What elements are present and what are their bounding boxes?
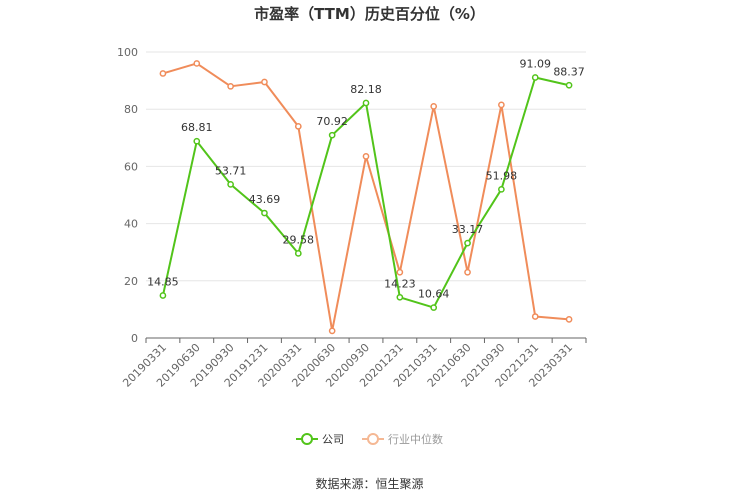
data-point — [464, 268, 471, 276]
y-tick-label: 40 — [124, 218, 138, 231]
data-point — [464, 239, 471, 247]
data-point — [328, 327, 336, 335]
y-axis-ticks: 0 20 40 60 80 100 — [117, 46, 138, 345]
x-axis: 2019033120190630201909302019123120200331… — [120, 337, 587, 390]
series-line-0 — [161, 76, 570, 309]
data-point — [396, 268, 404, 276]
data-point — [565, 316, 573, 323]
legend: 公司 行业中位数 — [0, 431, 739, 447]
data-point — [227, 181, 234, 188]
data-label: 82.18 — [350, 83, 382, 96]
legend-company-label: 公司 — [322, 433, 344, 446]
y-tick-label: 60 — [124, 160, 138, 173]
data-point — [430, 102, 438, 110]
legend-company-marker-icon — [296, 433, 318, 445]
data-label: 88.37 — [553, 65, 585, 78]
data-point — [159, 292, 167, 299]
data-point — [396, 293, 404, 301]
data-source: 数据来源：恒生聚源 — [315, 477, 424, 491]
legend-industry-label: 行业中位数 — [388, 433, 443, 446]
data-label: 51.98 — [486, 169, 518, 182]
legend-industry-marker-icon — [362, 433, 384, 445]
series-layer — [159, 60, 573, 335]
data-point — [498, 101, 505, 109]
data-point — [362, 99, 370, 107]
gridlines — [146, 51, 586, 282]
data-point — [498, 185, 505, 193]
chart-title: 市盈率（TTM）历史百分位（%） — [254, 5, 485, 23]
data-point — [261, 78, 268, 86]
data-point — [294, 250, 302, 257]
data-label: 10.64 — [418, 288, 450, 301]
data-point — [565, 81, 573, 89]
y-tick-label: 100 — [117, 46, 138, 59]
y-tick-label: 20 — [124, 275, 138, 288]
data-label: 29.58 — [283, 233, 315, 246]
data-point — [362, 153, 370, 160]
data-labels: 14.85 68.81 53.71 43.69 29.58 70.92 82.18 14.23… — [147, 57, 585, 300]
y-tick-label: 80 — [124, 103, 138, 116]
data-point — [159, 70, 167, 77]
data-point — [193, 137, 201, 145]
y-tick-label: 0 — [131, 332, 138, 345]
data-label: 33.17 — [452, 223, 484, 236]
data-point — [328, 131, 336, 139]
legend-item-industry-median[interactable]: 行业中位数 — [362, 431, 443, 447]
data-label: 43.69 — [249, 193, 281, 206]
data-point — [294, 123, 302, 130]
data-point — [531, 313, 539, 320]
legend-item-company[interactable]: 公司 — [296, 431, 344, 447]
data-label: 14.23 — [384, 277, 416, 290]
data-point — [430, 304, 438, 311]
data-label: 68.81 — [181, 121, 213, 134]
data-point — [227, 82, 234, 90]
data-label: 91.09 — [519, 57, 551, 70]
data-point — [261, 209, 268, 217]
data-label: 14.85 — [147, 276, 179, 289]
data-label: 70.92 — [316, 115, 348, 128]
data-label: 53.71 — [215, 164, 247, 177]
data-point — [193, 60, 201, 67]
data-point — [531, 74, 539, 81]
